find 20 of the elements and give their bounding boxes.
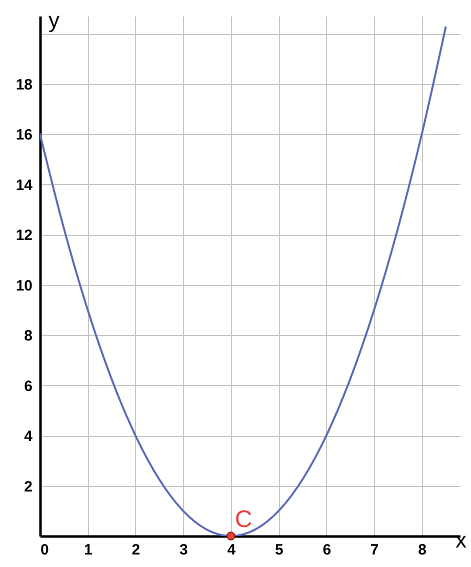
y-tick-label: 2 <box>24 478 32 496</box>
x-tick-label: 3 <box>180 542 188 558</box>
y-tick-label: 10 <box>16 277 32 294</box>
y-tick-label: 6 <box>24 378 32 395</box>
x-tick-label: 5 <box>274 542 284 558</box>
x-tick-label: 6 <box>322 542 332 558</box>
y-axis-title: y <box>48 8 60 32</box>
y-tick-label: 12 <box>16 227 32 244</box>
x-tick-label: 4 <box>227 542 236 558</box>
x-tick-label: 2 <box>132 542 140 558</box>
y-tick-label: 16 <box>16 126 32 144</box>
y-tick-label: 18 <box>16 76 32 94</box>
x-tick-label: 8 <box>418 542 426 558</box>
y-tick-label: 8 <box>24 328 32 345</box>
y-tick-label: 4 <box>24 428 34 446</box>
annotation: C <box>234 506 252 533</box>
x-tick-label: 7 <box>370 542 379 558</box>
x-tick-label: 1 <box>84 542 92 558</box>
x-tick-label: 0 <box>40 542 49 558</box>
y-tick-label: 14 <box>16 176 34 194</box>
